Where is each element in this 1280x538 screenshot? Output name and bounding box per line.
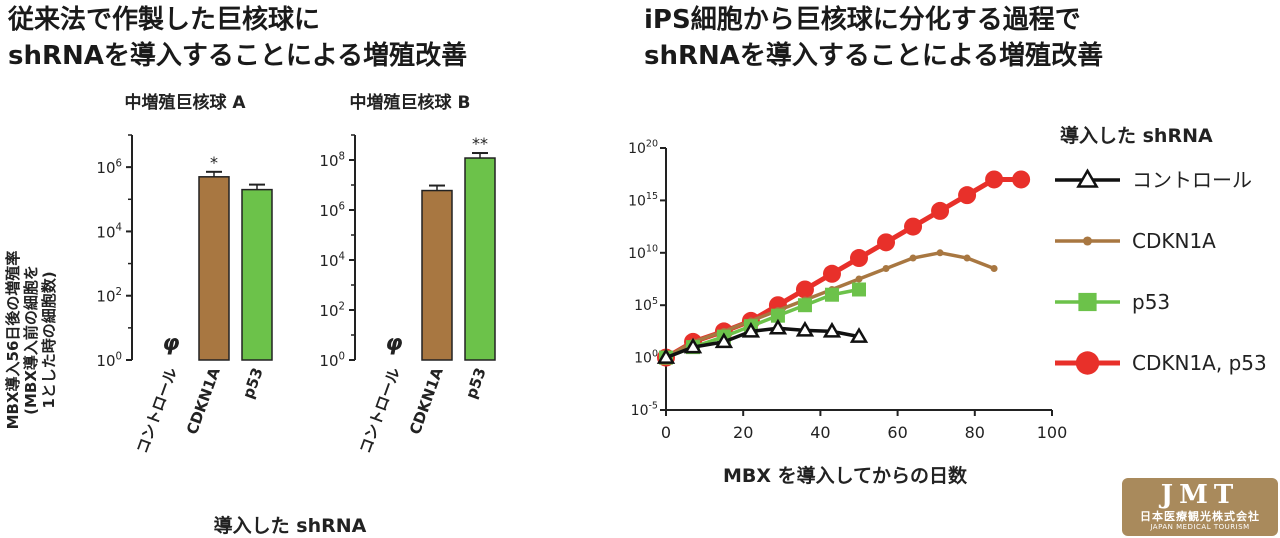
circle-marker (850, 249, 868, 268)
circle-marker (822, 264, 841, 283)
category-label: CDKN1A (183, 365, 224, 437)
y-tick-label: 106 (319, 201, 345, 220)
y-tick-label: 1010 (628, 244, 658, 262)
triangle-marker (795, 320, 815, 337)
bar-chart-a-title: 中増殖巨核球 A (124, 92, 246, 113)
circle-marker (931, 201, 950, 220)
square-marker (852, 282, 866, 297)
significance-mark: * (210, 153, 218, 172)
right-title-line1: iPS細胞から巨核球に分化する過程で (644, 5, 1081, 35)
circle-marker (958, 186, 977, 205)
category-label: コントロール (356, 365, 404, 456)
y-tick-label: 102 (319, 301, 345, 320)
y-tick-label: 105 (634, 296, 658, 314)
logo-mark: JMT (1160, 480, 1240, 510)
y-tick-label: 104 (96, 223, 122, 242)
square-marker (770, 308, 785, 323)
bar-ylabel-line2: (MBX導入前の細胞を (22, 265, 40, 415)
legend-label: CDKN1A, p53 (1132, 351, 1267, 375)
category-label: p53 (239, 365, 267, 401)
category-label: CDKN1A (406, 365, 447, 437)
x-tick-label: 40 (810, 423, 830, 442)
triangle-marker (656, 348, 676, 364)
circle-marker (1075, 351, 1100, 375)
null-value-symbol: φ (385, 331, 402, 356)
triangle-marker (741, 321, 761, 338)
left-title-line2: shRNAを導入することによる増殖改善 (8, 41, 468, 71)
y-tick-label: 1020 (628, 139, 658, 157)
right-title-line2: shRNAを導入することによる増殖改善 (644, 41, 1104, 71)
dot-marker (855, 275, 863, 283)
bar-ylabel-line1: MBX導入56日後の増殖率 (4, 251, 22, 430)
line-xlabel: MBX を導入してからの日数 (723, 464, 968, 487)
x-tick-label: 20 (733, 423, 753, 442)
left-title-line1: 従来法で作製した巨核球に (8, 5, 321, 35)
significance-mark: ** (472, 134, 488, 153)
square-marker (1078, 292, 1097, 312)
triangle-marker (768, 318, 788, 335)
bar-chart-a: 100 102 104 106 φ コントロール * CDKN1A p53 (96, 134, 273, 456)
dot-marker (882, 265, 890, 273)
square-marker (797, 298, 812, 313)
line-chart-plot: 10-5 100 105 1010 1015 1020 0 20 40 60 80 100 (628, 139, 1067, 442)
y-tick-label: 100 (634, 348, 658, 366)
null-value-symbol: φ (162, 331, 179, 356)
dot-marker (963, 254, 971, 262)
circle-marker (985, 170, 1004, 189)
circle-marker (795, 280, 814, 299)
bar-ylabel-line3: 1とした時の細胞数) (40, 271, 58, 408)
legend-label: コントロール (1132, 168, 1252, 192)
logo-company-jp: 日本医療観光株式会社 (1140, 510, 1260, 523)
y-tick-label: 108 (319, 151, 345, 170)
x-tick-label: 100 (1037, 423, 1068, 442)
dot-marker (909, 254, 917, 262)
legend-label: p53 (1132, 290, 1170, 314)
bar (241, 188, 273, 361)
bar-chart-b-title: 中増殖巨核球 B (350, 92, 471, 113)
y-tick-label: 10-5 (631, 401, 658, 419)
square-marker (824, 287, 839, 302)
category-label: コントロール (133, 365, 181, 456)
triangle-marker (849, 327, 869, 343)
circle-marker (877, 233, 896, 252)
triangle-marker (683, 337, 703, 354)
dot-marker (1082, 236, 1093, 246)
circle-marker (1012, 170, 1031, 189)
y-tick-label: 106 (96, 158, 122, 177)
legend-title: 導入した shRNA (1060, 124, 1213, 147)
y-tick-label: 102 (96, 287, 122, 306)
triangle-marker (1076, 168, 1099, 188)
category-label: p53 (462, 365, 490, 401)
circle-marker (904, 217, 923, 236)
x-tick-label: 80 (965, 423, 985, 442)
logo-company-en: JAPAN MEDICAL TOURISM (1150, 523, 1250, 531)
triangle-marker (822, 321, 842, 338)
line-chart: 10-5 100 105 1010 1015 1020 0 20 40 60 80 100 MBX を… (628, 124, 1267, 487)
bar-xlabel: 導入した shRNA (214, 514, 367, 537)
bar (464, 157, 496, 361)
y-tick-label: 1015 (628, 191, 658, 209)
triangle-marker (714, 332, 734, 349)
legend: コントロール CDKN1A p53 CDKN1A, p53 (1055, 168, 1267, 375)
legend-label: CDKN1A (1132, 229, 1216, 253)
x-tick-label: 60 (887, 423, 907, 442)
bar (421, 189, 453, 361)
bar-chart-b: 100 102 104 106 108 φ コントロール CDKN1A ** p53 (319, 134, 496, 456)
jmt-logo: JMT 日本医療観光株式会社 JAPAN MEDICAL TOURISM (1122, 478, 1278, 536)
y-tick-label: 100 (96, 351, 122, 370)
bar (198, 176, 230, 361)
dot-marker (936, 249, 944, 257)
x-tick-label: 0 (661, 423, 671, 442)
dot-marker (990, 265, 998, 273)
bar-charts: MBX導入56日後の増殖率 (MBX導入前の細胞を 1とした時の細胞数) 中増殖… (4, 92, 496, 537)
y-tick-label: 100 (319, 351, 345, 370)
y-tick-label: 104 (319, 251, 345, 270)
